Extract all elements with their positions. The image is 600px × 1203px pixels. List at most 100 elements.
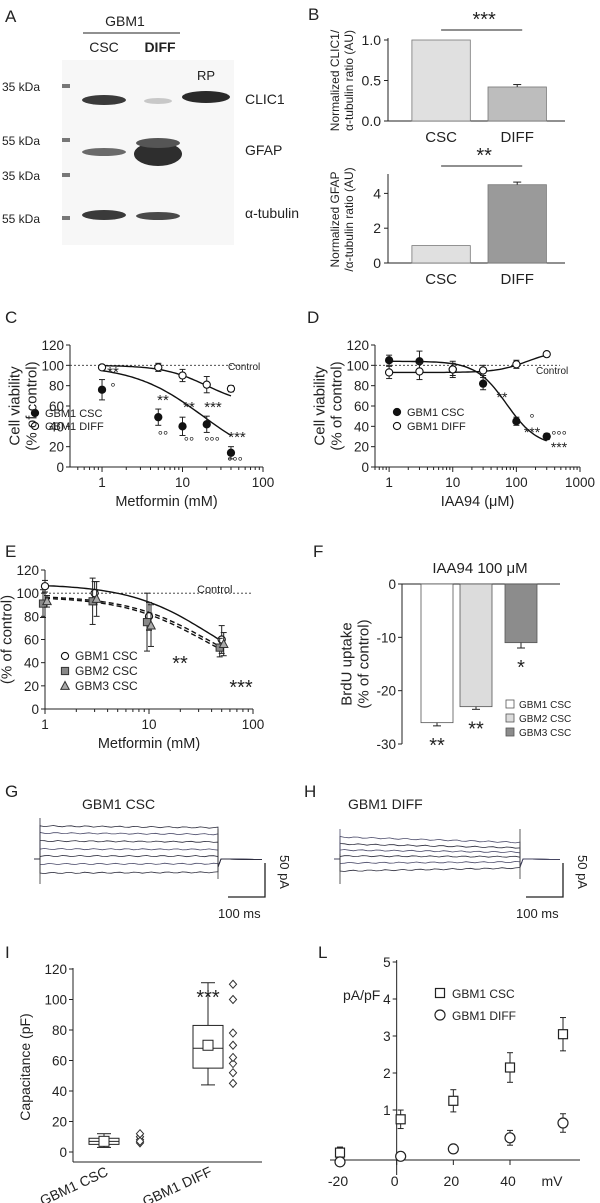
significance-marker: *	[517, 657, 525, 679]
legend-label: GBM1 CSC	[519, 700, 571, 711]
significance-ring-marker: °°°	[227, 454, 243, 469]
y-tick-label: 0	[56, 460, 64, 475]
x-tick-label: 100	[252, 475, 275, 490]
y-tick-label: 120	[44, 962, 67, 977]
chart-i: 0 20 40 60 80 100 120 GBM1 CSC GBM1 DIFF *** Capac…	[17, 962, 262, 1203]
x-tick-label: 10	[175, 475, 190, 490]
legend-label: GBM1 CSC	[452, 987, 515, 1001]
current-trace	[334, 848, 561, 868]
rp-label: RP	[197, 68, 215, 83]
significance-marker: ***	[204, 399, 222, 416]
panel-a: A GBM1 CSC DIFF 35 kDa 55 kDa 35 kDa 55 …	[2, 7, 299, 245]
y-tick-label: 60	[49, 399, 64, 414]
x-tick-label: 20	[444, 1173, 460, 1189]
legend-label: GBM3 CSC	[75, 679, 138, 693]
significance-ring-marker: °	[529, 411, 534, 426]
data-point	[334, 1147, 346, 1158]
y-tick-label: 120	[41, 338, 64, 353]
x-tick-label: DIFF	[501, 129, 534, 146]
current-trace	[334, 842, 561, 868]
scale-x-label-h: 100 ms	[516, 906, 559, 921]
panel-b: B 0.0 0.5 1.0 CSC DIFF *** Normalized CLIC1/α-…	[308, 5, 565, 288]
legend-label: GBM1 DIFF	[407, 421, 466, 433]
legend-label: GBM2 CSC	[519, 714, 571, 725]
legend-label: GBM1 DIFF	[45, 421, 104, 433]
panel-letter-b: B	[308, 5, 319, 24]
y-tick-label: 0	[373, 255, 381, 271]
band-gfap-csc	[82, 148, 126, 156]
significance-marker: **	[497, 389, 508, 405]
data-point	[91, 593, 102, 603]
data-point	[228, 1052, 238, 1063]
y-axis-label: (% of control)	[356, 619, 373, 708]
data-point	[41, 595, 53, 606]
x-tick-label: 1000	[565, 475, 595, 490]
significance-marker: ***	[472, 9, 496, 31]
data-point	[334, 1156, 346, 1168]
data-point	[395, 1114, 406, 1125]
data-point	[512, 417, 521, 426]
panel-letter-g: G	[5, 782, 18, 801]
band-label-gfap: GFAP	[245, 142, 282, 158]
y-tick-label: 60	[354, 399, 369, 414]
data-point	[228, 1067, 238, 1078]
x-axis-label: Metformin (mM)	[115, 494, 217, 510]
y-axis-label: Cell viability	[312, 366, 329, 446]
lane-label-diff: DIFF	[144, 39, 176, 55]
bar-diff	[487, 86, 547, 122]
x-tick-label: 10	[141, 717, 156, 732]
x-tick-label: 0	[391, 1173, 399, 1189]
bar-diff	[487, 184, 547, 264]
y-tick-label: 100	[44, 993, 67, 1008]
legend-label: GBM2 CSC	[75, 664, 138, 678]
scale-bar-g	[228, 863, 266, 898]
ladder-band	[62, 84, 70, 88]
x-tick-label: CSC	[425, 129, 457, 146]
fit-curve-2	[389, 354, 547, 374]
current-trace	[34, 825, 263, 868]
significance-marker: ***	[551, 439, 568, 455]
control-label: Control	[197, 584, 232, 596]
x-tick-label: 10	[445, 475, 460, 490]
significance-marker: **	[172, 653, 188, 675]
y-tick-label: 0	[59, 1145, 67, 1160]
data-point	[218, 638, 229, 649]
panel-l: L 1 2 3 4 5 -20 0 20 40 mV pA/pF GBM1 CSC GBM1 DIFF	[318, 943, 580, 1189]
data-point	[542, 349, 551, 359]
x-axis-label: mV	[542, 1173, 564, 1189]
data-point	[478, 379, 488, 388]
y-tick-label: 2	[383, 1066, 391, 1081]
scale-y-label-h: 50 pA	[575, 855, 590, 889]
legend-marker	[434, 987, 446, 999]
significance-marker: **	[468, 718, 484, 740]
ladder-band	[62, 173, 70, 177]
scale-x-label-g: 100 ms	[218, 906, 261, 921]
y-tick-label: 100	[16, 586, 39, 601]
band-label-clic1: CLIC1	[245, 91, 285, 107]
y-axis-label: (% of control)	[329, 361, 346, 450]
data-point	[97, 385, 107, 394]
y-tick-label: 80	[52, 1023, 67, 1038]
panel-letter-f: F	[313, 542, 323, 561]
fit-curve-1	[44, 584, 223, 642]
ladder-label: 35 kDa	[2, 169, 40, 183]
y-tick-label: 20	[52, 1115, 67, 1130]
bar-gbm2-csc	[459, 583, 493, 708]
legend-marker	[30, 408, 40, 418]
y-tick-label: 5	[383, 955, 391, 970]
data-point	[145, 620, 157, 630]
current-trace	[334, 855, 561, 868]
x-tick-label: 1	[385, 475, 393, 490]
current-trace	[334, 858, 561, 872]
y-tick-label: 20	[24, 679, 39, 694]
y-tick-label: 1	[383, 1103, 391, 1118]
panel-g: G GBM1 CSC 50 pA 100 ms	[5, 782, 292, 921]
band-label-tubulin: α-tubulin	[245, 205, 299, 221]
x-tick-label: CSC	[425, 271, 457, 288]
y-tick-label: 40	[49, 419, 64, 434]
y-tick-label: 80	[49, 379, 64, 394]
significance-marker: ***	[524, 424, 541, 440]
y-axis-label: (% of control)	[0, 595, 16, 684]
